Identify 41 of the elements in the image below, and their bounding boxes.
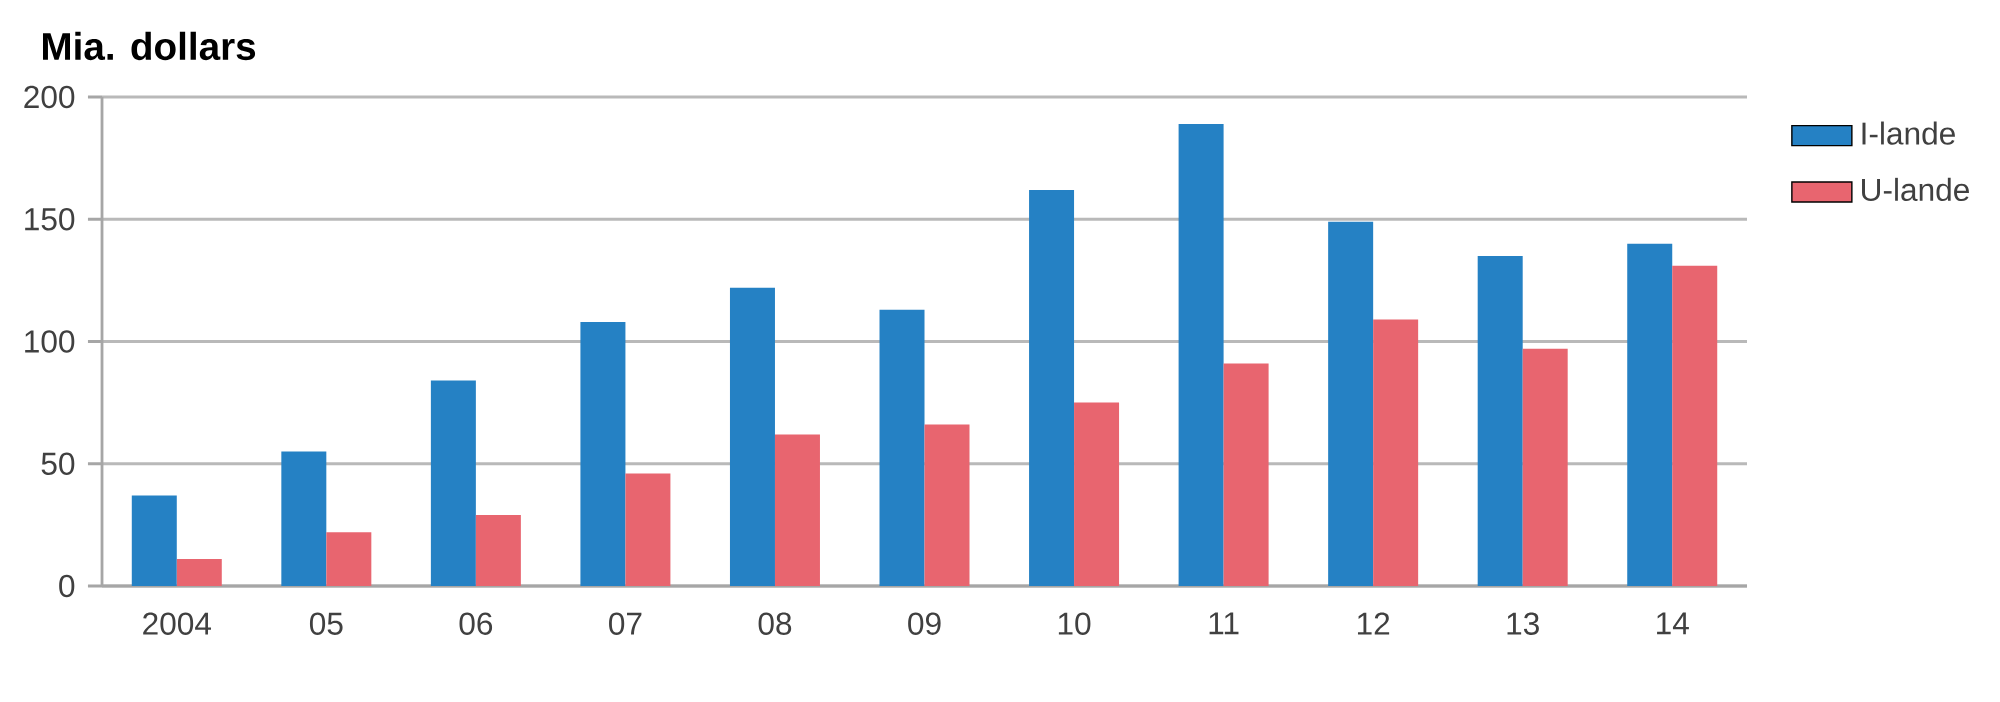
bar [774, 434, 820, 586]
x-tick-label: 13 [1507, 612, 1539, 635]
bar [1373, 319, 1419, 586]
x-tick-label: 12 [1357, 612, 1390, 635]
legend-label: U-lande [1862, 177, 1969, 202]
bar [625, 473, 671, 586]
bar [879, 309, 925, 586]
y-tick-label: 100 [25, 330, 75, 353]
y-tick-label: 0 [59, 574, 75, 598]
bar [1672, 265, 1718, 586]
x-tick-label: 10 [1058, 612, 1091, 635]
y-tick-label: 150 [25, 208, 75, 231]
bar [430, 380, 476, 586]
bar [475, 515, 521, 586]
bar [924, 424, 970, 586]
bar [1029, 189, 1075, 586]
bar [729, 287, 775, 586]
bar [131, 495, 177, 586]
bar [580, 321, 626, 586]
x-tick-label: 06 [459, 612, 493, 635]
bar [1627, 243, 1673, 586]
x-tick-label: 05 [309, 612, 343, 635]
y-tick-label: 50 [41, 452, 75, 475]
bar [326, 532, 372, 586]
x-tick-label: 09 [908, 612, 941, 635]
bar [281, 451, 327, 586]
bar [1074, 402, 1120, 586]
x-tick-label: 11 [1209, 612, 1239, 635]
x-tick-label: 08 [758, 612, 792, 635]
y-tick-label: 200 [24, 85, 75, 109]
x-tick-label: 14 [1657, 612, 1689, 635]
y-axis-title: Mia. dollars [43, 31, 256, 61]
x-tick-label: 2004 [143, 612, 212, 635]
x-tick-label: 07 [609, 612, 642, 635]
bar [1178, 123, 1224, 586]
bar [1223, 363, 1269, 586]
bar [1328, 221, 1374, 586]
legend-label: I-lande [1862, 121, 1955, 145]
bar [1522, 348, 1568, 586]
bar [176, 559, 222, 586]
bar [1477, 255, 1523, 586]
